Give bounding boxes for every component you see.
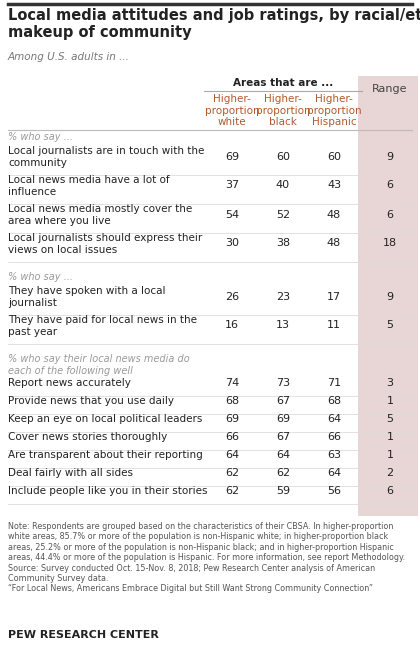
Text: 69: 69 [225, 151, 239, 162]
Text: Note: Respondents are grouped based on the characteristics of their CBSA. In hig: Note: Respondents are grouped based on t… [8, 522, 405, 593]
Text: Local news media have a lot of
influence: Local news media have a lot of influence [8, 175, 170, 197]
Text: 64: 64 [327, 414, 341, 424]
Text: 17: 17 [327, 291, 341, 301]
Text: Local journalists should express their
views on local issues: Local journalists should express their v… [8, 233, 202, 254]
Text: 54: 54 [225, 209, 239, 220]
Text: 11: 11 [327, 321, 341, 331]
Text: 66: 66 [327, 432, 341, 442]
Text: 66: 66 [225, 432, 239, 442]
Text: % who say their local news media do
each of the following well: % who say their local news media do each… [8, 354, 190, 376]
Text: 59: 59 [276, 486, 290, 496]
Text: Include people like you in their stories: Include people like you in their stories [8, 486, 207, 496]
Text: 48: 48 [327, 239, 341, 248]
Text: Are transparent about their reporting: Are transparent about their reporting [8, 450, 203, 460]
Text: 60: 60 [327, 151, 341, 162]
Text: Provide news that you use daily: Provide news that you use daily [8, 396, 174, 406]
Text: 5: 5 [386, 321, 394, 331]
Text: 13: 13 [276, 321, 290, 331]
Text: 18: 18 [383, 239, 397, 248]
Text: 30: 30 [225, 239, 239, 248]
Text: 16: 16 [225, 321, 239, 331]
Text: 71: 71 [327, 378, 341, 388]
Text: 1: 1 [386, 396, 394, 406]
Text: 67: 67 [276, 396, 290, 406]
Text: Higher-
proportion
black: Higher- proportion black [256, 94, 310, 127]
Text: 69: 69 [225, 414, 239, 424]
Text: 68: 68 [225, 396, 239, 406]
Text: They have spoken with a local
journalist: They have spoken with a local journalist [8, 286, 165, 308]
Text: 43: 43 [327, 181, 341, 190]
Text: 52: 52 [276, 209, 290, 220]
Text: Report news accurately: Report news accurately [8, 378, 131, 388]
Text: 74: 74 [225, 378, 239, 388]
Text: 64: 64 [327, 468, 341, 478]
Text: Local news media mostly cover the
area where you live: Local news media mostly cover the area w… [8, 204, 192, 226]
Text: 64: 64 [276, 450, 290, 460]
Text: 64: 64 [225, 450, 239, 460]
Text: 6: 6 [386, 486, 394, 496]
Text: 40: 40 [276, 181, 290, 190]
Text: 6: 6 [386, 181, 394, 190]
Bar [358, 76, 418, 516]
Text: 1: 1 [386, 450, 394, 460]
Text: 9: 9 [386, 291, 394, 301]
Text: % who say ...: % who say ... [8, 132, 73, 142]
Text: Range: Range [372, 84, 408, 94]
Text: Higher-
proportion
Hispanic: Higher- proportion Hispanic [307, 94, 361, 127]
Text: % who say ...: % who say ... [8, 272, 73, 282]
Text: Areas that are ...: Areas that are ... [233, 78, 333, 88]
Text: Local journalists are in touch with the
community: Local journalists are in touch with the … [8, 146, 205, 168]
Text: 6: 6 [386, 209, 394, 220]
Text: Local media attitudes and job ratings, by racial/ethnic
makeup of community: Local media attitudes and job ratings, b… [8, 8, 420, 40]
Text: 38: 38 [276, 239, 290, 248]
Text: Keep an eye on local political leaders: Keep an eye on local political leaders [8, 414, 202, 424]
Text: 63: 63 [327, 450, 341, 460]
Text: 2: 2 [386, 468, 394, 478]
Text: Deal fairly with all sides: Deal fairly with all sides [8, 468, 133, 478]
Text: 56: 56 [327, 486, 341, 496]
Text: They have paid for local news in the
past year: They have paid for local news in the pas… [8, 315, 197, 336]
Text: Cover news stories thoroughly: Cover news stories thoroughly [8, 432, 167, 442]
Text: 3: 3 [386, 378, 394, 388]
Text: 67: 67 [276, 432, 290, 442]
Text: 37: 37 [225, 181, 239, 190]
Text: Higher-
proportion
white: Higher- proportion white [205, 94, 259, 127]
Text: 69: 69 [276, 414, 290, 424]
Text: 9: 9 [386, 151, 394, 162]
Text: 73: 73 [276, 378, 290, 388]
Text: 62: 62 [225, 486, 239, 496]
Text: 5: 5 [386, 414, 394, 424]
Text: 68: 68 [327, 396, 341, 406]
Text: Among U.S. adults in ...: Among U.S. adults in ... [8, 52, 130, 62]
Text: 26: 26 [225, 291, 239, 301]
Text: PEW RESEARCH CENTER: PEW RESEARCH CENTER [8, 630, 159, 640]
Text: 1: 1 [386, 432, 394, 442]
Text: 62: 62 [225, 468, 239, 478]
Text: 23: 23 [276, 291, 290, 301]
Text: 62: 62 [276, 468, 290, 478]
Text: 48: 48 [327, 209, 341, 220]
Text: 60: 60 [276, 151, 290, 162]
